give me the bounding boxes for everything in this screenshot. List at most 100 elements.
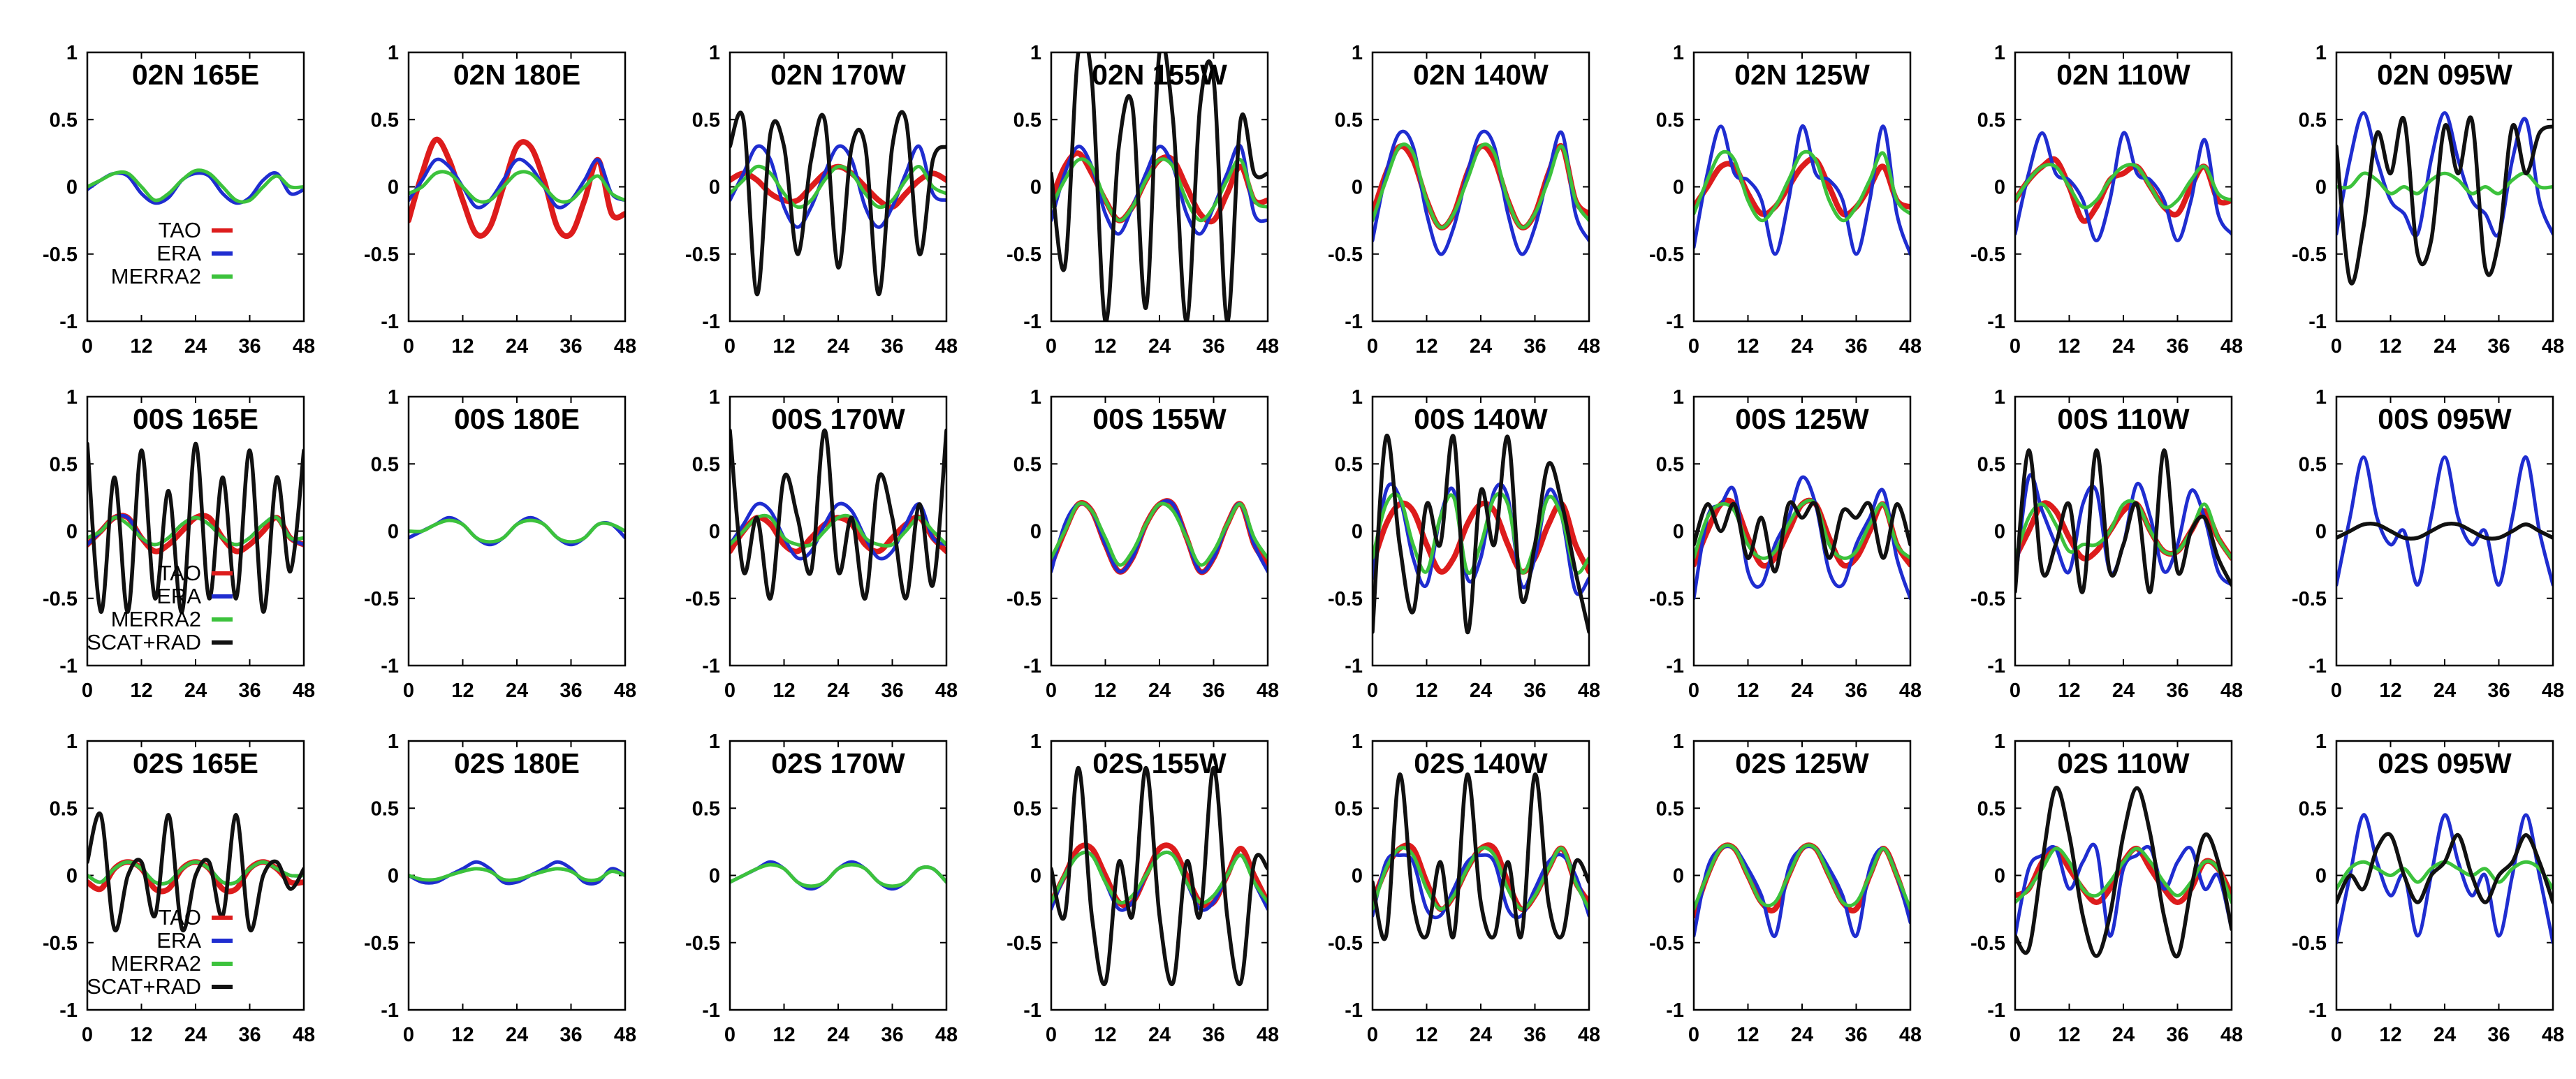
y-tick-label: 0.5: [1656, 109, 1684, 131]
panel-00s-110w: -1 -0.5 0 0.5 1 0 12 24 36 48 00S 110W: [1970, 386, 2243, 702]
series-line-era: [2336, 813, 2553, 945]
panel-title: 02N 140W: [1413, 59, 1549, 91]
y-tick-label: -0.5: [43, 932, 78, 955]
series-line-era: [2015, 131, 2232, 242]
y-tick-label: 0: [1673, 865, 1684, 888]
panel-00s-180e: -1 -0.5 0 0.5 1 0 12 24 36 48 00S 180E: [364, 386, 636, 702]
legend-label-merra2: MERRA2: [111, 264, 201, 288]
y-tick-label: 0.5: [692, 453, 720, 476]
y-tick-label: 1: [1673, 386, 1684, 409]
x-tick-label: 12: [1736, 1024, 1759, 1046]
panel-title: 02S 140W: [1414, 747, 1548, 779]
x-tick-label: 36: [1202, 680, 1224, 702]
x-tick-label: 36: [1523, 335, 1546, 358]
y-tick-label: 0: [709, 865, 720, 888]
y-tick-label: -1: [1666, 655, 1684, 677]
x-tick-label: 24: [1148, 335, 1171, 358]
panel-title: 02S 180E: [454, 747, 580, 779]
x-tick-label: 0: [1046, 335, 1057, 358]
y-tick-label: -1: [59, 999, 78, 1022]
series-group: [1373, 772, 1589, 941]
x-tick-label: 24: [1470, 335, 1492, 358]
series-line-era: [1373, 482, 1589, 596]
y-tick-label: 1: [2315, 42, 2327, 64]
y-tick-label: 1: [388, 42, 399, 64]
x-tick-label: 0: [82, 680, 93, 702]
x-tick-label: 12: [451, 680, 474, 702]
plot-frame: [2335, 395, 2554, 667]
y-tick-label: 1: [1673, 731, 1684, 753]
x-tick-label: 12: [130, 335, 152, 358]
series-group: [2015, 131, 2232, 242]
series-group: [87, 811, 304, 933]
x-tick-label: 48: [1257, 680, 1279, 702]
panel-title: 00S 165E: [133, 403, 258, 435]
panel-title: 02S 165E: [133, 747, 258, 779]
x-tick-label: 48: [2542, 680, 2564, 702]
series-line-merra2: [730, 863, 946, 888]
y-tick-label: 1: [1994, 42, 2005, 64]
x-tick-label: 36: [559, 680, 582, 702]
y-tick-label: 1: [1673, 42, 1684, 64]
x-tick-label: 12: [1736, 680, 1759, 702]
x-tick-label: 24: [506, 1024, 528, 1046]
x-tick-label: 0: [2010, 680, 2021, 702]
x-tick-label: 12: [451, 1024, 474, 1046]
y-tick-label: 0.5: [1977, 798, 2005, 820]
x-tick-label: 12: [773, 680, 795, 702]
y-tick-label: -1: [1023, 655, 1041, 677]
series-line-era: [1694, 124, 1910, 256]
series-line-era: [2336, 455, 2553, 587]
x-tick-label: 48: [1899, 1024, 1922, 1046]
y-tick-label: 0.5: [50, 109, 78, 131]
series-line-merra2: [2015, 163, 2232, 210]
x-tick-label: 12: [2058, 680, 2080, 702]
panel-02n-155w: -1 -0.5 0 0.5 1 0 12 24 36 48 02N 155W: [1007, 42, 1279, 358]
legend-label-scat: SCAT+RAD: [87, 974, 201, 999]
y-tick-label: 0.5: [2299, 453, 2327, 476]
series-group: [409, 515, 625, 547]
y-tick-label: -1: [1666, 311, 1684, 333]
y-tick-label: 0: [66, 521, 78, 543]
y-tick-label: 1: [66, 386, 78, 409]
panel-02s-155w: -1 -0.5 0 0.5 1 0 12 24 36 48 02S 155W: [1007, 731, 1279, 1046]
panel-title: 00S 180E: [454, 403, 580, 435]
x-tick-label: 24: [1470, 680, 1492, 702]
x-tick-label: 0: [2331, 680, 2342, 702]
y-tick-label: 0: [2315, 521, 2327, 543]
y-tick-label: 0.5: [371, 453, 399, 476]
y-tick-label: 0.5: [371, 798, 399, 820]
y-tick-label: -0.5: [1007, 588, 1041, 610]
y-tick-label: 1: [1030, 731, 1041, 753]
series-line-merra2: [1694, 843, 1910, 911]
plot-frame: [1050, 740, 1269, 1011]
panel-00s-140w: -1 -0.5 0 0.5 1 0 12 24 36 48 00S 140W: [1328, 386, 1600, 702]
y-tick-label: 0: [1673, 177, 1684, 199]
series-line-merra2: [409, 170, 625, 204]
series-group: [1694, 842, 1910, 938]
series-group: [1051, 52, 1268, 321]
x-tick-label: 36: [2166, 680, 2188, 702]
plot-frame: [2335, 51, 2554, 323]
x-tick-label: 24: [2434, 1024, 2456, 1046]
series-group: [1051, 765, 1268, 987]
panel-title: 02S 095W: [2378, 747, 2512, 779]
panel-title: 00S 110W: [2057, 403, 2189, 435]
y-tick-label: 0: [1030, 177, 1041, 199]
series-group: [2336, 813, 2553, 945]
series-line-scat: [2015, 448, 2232, 594]
series-group: [2015, 786, 2232, 959]
x-tick-label: 12: [1094, 680, 1116, 702]
series-line-scat: [2015, 786, 2232, 959]
y-tick-label: -1: [702, 655, 720, 677]
series-line-era: [1373, 129, 1589, 256]
panel-title: 00S 170W: [771, 403, 905, 435]
panel-02s-180e: -1 -0.5 0 0.5 1 0 12 24 36 48 02S 180E: [364, 731, 636, 1046]
x-tick-label: 36: [881, 680, 903, 702]
panel-title: 00S 095W: [2378, 403, 2512, 435]
y-tick-label: -0.5: [1649, 244, 1684, 266]
y-tick-label: 1: [1352, 42, 1363, 64]
panel-02n-125w: -1 -0.5 0 0.5 1 0 12 24 36 48 02N 125W: [1649, 42, 1922, 358]
series-line-scat: [2336, 521, 2553, 541]
plot-frame: [2335, 740, 2554, 1011]
